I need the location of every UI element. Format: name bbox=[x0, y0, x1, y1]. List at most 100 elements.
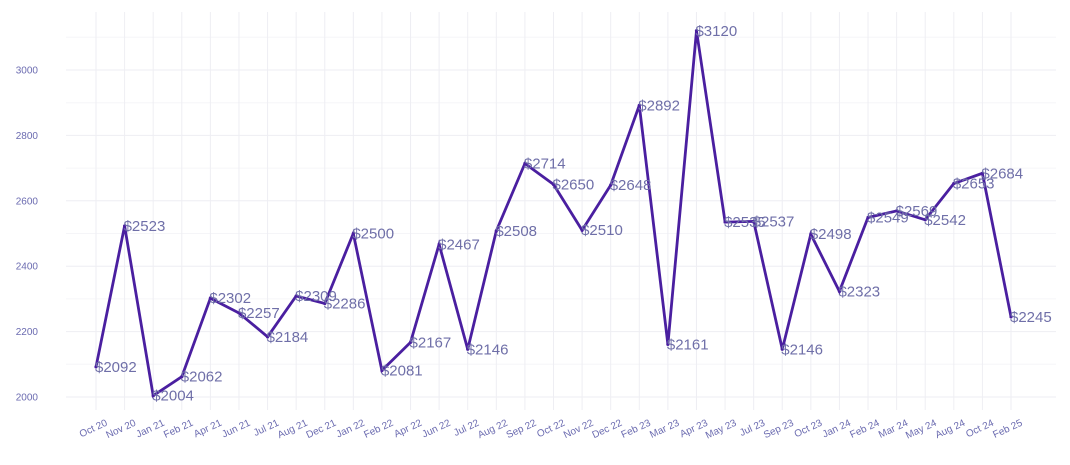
data-label: $2092 bbox=[95, 359, 137, 376]
x-tick-label: Apr 22 bbox=[392, 418, 424, 441]
data-label: $2648 bbox=[610, 177, 652, 194]
data-point bbox=[551, 182, 556, 187]
data-label: $2167 bbox=[410, 334, 452, 351]
data-point bbox=[723, 220, 727, 224]
data-point bbox=[466, 347, 470, 351]
data-label: $2323 bbox=[838, 283, 880, 300]
data-point bbox=[265, 335, 270, 339]
data-point bbox=[208, 296, 212, 300]
data-label: $2257 bbox=[238, 305, 280, 322]
y-tick-label: 2800 bbox=[16, 131, 39, 142]
data-point bbox=[523, 161, 527, 166]
data-label: $2004 bbox=[152, 388, 194, 405]
data-label: $2684 bbox=[981, 165, 1023, 182]
x-tick-label: Dec 22 bbox=[591, 418, 625, 442]
data-label: $2286 bbox=[324, 295, 366, 312]
data-point bbox=[780, 347, 784, 351]
x-tick-label: Aug 22 bbox=[476, 418, 510, 442]
data-label: $2161 bbox=[667, 336, 709, 353]
data-label: $2714 bbox=[524, 156, 566, 173]
data-point bbox=[866, 215, 870, 220]
data-point bbox=[237, 311, 241, 315]
data-point bbox=[151, 394, 155, 398]
x-tick-label: Jun 22 bbox=[421, 418, 453, 441]
y-tick-label: 2200 bbox=[16, 327, 39, 338]
y-tick-label: 2400 bbox=[16, 262, 39, 273]
y-tick-label: 3000 bbox=[16, 66, 39, 77]
data-label: $2510 bbox=[581, 222, 623, 239]
y-axis: 2000 2200 2400 2600 2800 3000 bbox=[16, 66, 39, 404]
data-point bbox=[1009, 315, 1013, 319]
data-point bbox=[351, 231, 355, 236]
x-tick-label: Jan 21 bbox=[135, 418, 167, 441]
x-tick-label: Sep 23 bbox=[762, 418, 796, 442]
x-tick-label: Oct 23 bbox=[793, 418, 825, 441]
data-point bbox=[895, 209, 899, 213]
data-point bbox=[609, 183, 613, 187]
x-tick-label: Feb 22 bbox=[362, 418, 395, 441]
data-point bbox=[380, 368, 384, 373]
data-point bbox=[837, 289, 842, 293]
data-point bbox=[323, 301, 327, 306]
x-tick-label: Feb 24 bbox=[848, 418, 881, 441]
data-label: $2542 bbox=[924, 212, 966, 229]
data-label: $2146 bbox=[467, 341, 509, 358]
data-label: $2523 bbox=[124, 218, 166, 235]
x-tick-label: Oct 20 bbox=[78, 418, 110, 441]
data-label: $2537 bbox=[753, 213, 795, 230]
series-layer bbox=[94, 29, 1013, 399]
data-label: $3120 bbox=[695, 23, 737, 40]
x-tick-label: Jul 21 bbox=[252, 418, 281, 439]
data-label: $2467 bbox=[438, 236, 480, 253]
data-label: $2302 bbox=[209, 290, 251, 307]
data-label: $2081 bbox=[381, 363, 423, 380]
y-tick-label: 2000 bbox=[16, 393, 39, 404]
data-label: $2535 bbox=[724, 214, 766, 231]
x-tick-label: Jan 24 bbox=[821, 418, 853, 441]
x-tick-label: May 24 bbox=[904, 418, 939, 442]
data-point bbox=[437, 242, 441, 246]
x-tick-label: Feb 25 bbox=[991, 418, 1024, 441]
data-label: $2146 bbox=[781, 341, 823, 358]
data-label: $2062 bbox=[181, 369, 223, 386]
x-tick-label: Oct 22 bbox=[535, 418, 567, 441]
data-point bbox=[980, 171, 985, 175]
data-point bbox=[694, 29, 699, 33]
data-point bbox=[809, 232, 813, 236]
x-tick-label: Aug 21 bbox=[276, 418, 310, 442]
data-point bbox=[180, 375, 184, 379]
x-tick-label: Feb 23 bbox=[620, 418, 653, 441]
x-tick-label: Sep 22 bbox=[505, 418, 539, 442]
data-label: $2650 bbox=[553, 176, 595, 193]
data-point bbox=[580, 228, 584, 232]
data-point bbox=[666, 342, 670, 346]
data-point bbox=[122, 224, 127, 228]
x-tick-label: Jan 22 bbox=[335, 418, 367, 441]
x-tick-label: Mar 24 bbox=[877, 418, 910, 441]
data-point bbox=[408, 340, 413, 344]
data-point bbox=[494, 229, 498, 233]
data-label: $2184 bbox=[267, 329, 309, 346]
data-point bbox=[923, 218, 927, 222]
x-tick-label: Nov 20 bbox=[104, 418, 138, 442]
grid-layer bbox=[66, 12, 1056, 410]
x-tick-label: Jul 23 bbox=[738, 418, 767, 439]
data-labels: $2092 $2523 $2004 $2062 $2302$2257 $2184 $2309… bbox=[95, 23, 1052, 405]
data-label: $2653 bbox=[953, 175, 995, 192]
x-tick-label: Nov 22 bbox=[562, 418, 596, 442]
x-tick-label: Mar 23 bbox=[648, 418, 681, 441]
data-label: $2569 bbox=[896, 203, 938, 220]
data-label: $2245 bbox=[1010, 309, 1052, 326]
x-tick-label: May 23 bbox=[704, 418, 739, 442]
x-tick-label: Jul 22 bbox=[452, 418, 481, 439]
y-tick-label: 2600 bbox=[16, 196, 39, 207]
data-point bbox=[637, 103, 641, 107]
data-label: $2508 bbox=[495, 223, 537, 240]
data-label: $2500 bbox=[352, 226, 394, 243]
x-tick-label: Oct 24 bbox=[964, 418, 996, 441]
x-tick-label: Feb 21 bbox=[162, 418, 195, 441]
data-point bbox=[952, 181, 956, 186]
data-point bbox=[294, 294, 298, 298]
